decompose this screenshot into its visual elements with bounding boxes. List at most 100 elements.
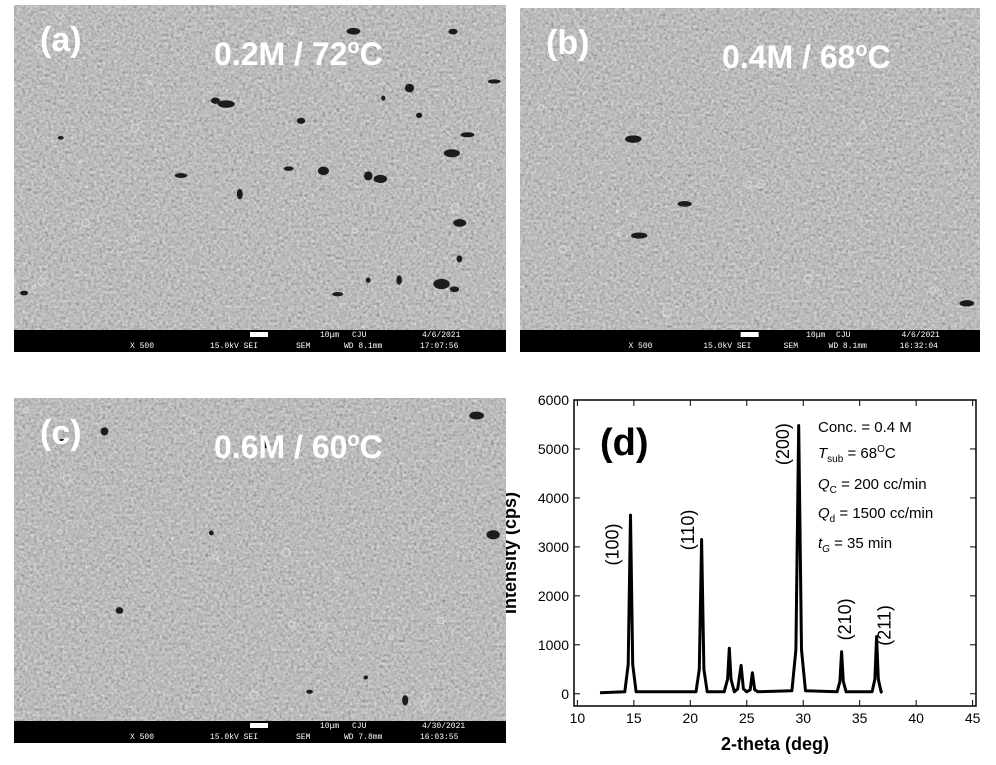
subscript: sub	[827, 454, 844, 465]
scale-bar	[250, 723, 268, 728]
pore	[486, 530, 500, 540]
particle	[846, 142, 852, 147]
info-text: 16:03:55	[420, 733, 459, 742]
pore	[365, 277, 371, 283]
text: = 35 min	[830, 535, 892, 552]
particle	[420, 701, 426, 708]
particle	[804, 274, 813, 284]
pore	[317, 166, 329, 176]
particle	[859, 122, 867, 131]
pore	[236, 188, 243, 200]
conditions: Conc. = 0.4 M Tsub = 68OC QC = 200 cc/mi…	[818, 419, 933, 555]
pore	[625, 135, 642, 143]
symbol: Q	[818, 476, 830, 493]
date: 4/6/2021	[901, 331, 940, 340]
condition-text: 0.6M / 60	[214, 429, 347, 465]
pore	[456, 255, 463, 263]
particle	[282, 547, 291, 557]
peak-label: (200)	[773, 423, 793, 465]
particle	[423, 692, 432, 701]
pore	[453, 219, 467, 227]
x-tick-label: 30	[795, 710, 811, 726]
condition-tsub: Tsub = 68OC	[818, 444, 896, 465]
condition-sup: o	[855, 39, 867, 61]
particle	[745, 180, 753, 189]
particle	[630, 212, 637, 218]
y-tick-label: 2000	[538, 588, 569, 604]
particle	[944, 160, 949, 165]
info-bar	[14, 330, 506, 352]
pore	[448, 28, 458, 35]
pore	[959, 300, 975, 307]
text: = 200 cc/min	[837, 476, 927, 493]
info-text: 17:07:56	[420, 342, 459, 351]
info-text: 16:32:04	[900, 342, 939, 351]
condition-text: 0.2M / 72	[214, 36, 347, 72]
scale-bar	[740, 332, 759, 337]
pore	[296, 117, 306, 124]
pore	[460, 132, 475, 138]
symbol: T	[818, 445, 829, 462]
x-tick-label: 35	[852, 710, 868, 726]
condition-conc: Conc. = 0.4 M	[818, 419, 912, 436]
pore	[363, 675, 369, 680]
condition-qd: Qd = 1500 cc/min	[818, 505, 933, 525]
pore	[174, 173, 188, 178]
peak-label: (110)	[678, 510, 698, 551]
panel-label: (a)	[40, 21, 82, 59]
text: = 68	[843, 445, 877, 462]
info-text: X 500	[628, 342, 652, 351]
subscript: C	[830, 485, 837, 496]
particle	[37, 277, 46, 286]
date: 4/6/2021	[422, 331, 461, 340]
particle	[286, 27, 295, 35]
info-text: 15.0kV SEI	[210, 342, 258, 351]
y-tick-label: 1000	[538, 637, 569, 653]
info-text: 15.0kV SEI	[210, 733, 258, 742]
pore	[373, 174, 388, 183]
sem-image	[520, 8, 980, 330]
x-tick-label: 45	[965, 710, 981, 726]
pore	[283, 166, 294, 171]
text: = 1500 cc/min	[835, 505, 933, 522]
pore	[217, 100, 235, 108]
particle	[723, 64, 731, 72]
xrd-chart: (d) 2-theta (deg) Intensity (cps) Conc. …	[500, 392, 981, 754]
pore	[260, 440, 268, 449]
particle	[388, 634, 394, 640]
y-tick-label: 0	[561, 686, 569, 702]
particle	[288, 621, 296, 629]
info-text: SEM	[296, 342, 311, 351]
particle	[78, 161, 82, 165]
particle	[477, 182, 485, 190]
x-tick-label: 20	[683, 710, 699, 726]
symbol: Q	[818, 505, 830, 522]
pore	[416, 112, 423, 119]
pore	[332, 291, 344, 297]
particle	[929, 286, 937, 294]
pore	[449, 286, 460, 293]
particle	[615, 209, 620, 213]
date: 4/30/2021	[422, 722, 465, 731]
panel-label: (b)	[546, 24, 589, 62]
pore	[210, 97, 221, 104]
particle	[450, 203, 460, 212]
particle	[190, 429, 196, 435]
sem-panel: (c) 0.6M / 60oC 10μm CJU 4/30/2021 X 500 15.0k…	[14, 398, 506, 743]
particle	[662, 308, 672, 318]
condition: 0.2M / 72oC	[214, 36, 383, 72]
particle	[147, 80, 152, 85]
pore	[433, 278, 450, 290]
info-text: WD 8.1mm	[344, 342, 383, 351]
pore	[402, 695, 409, 706]
info-text: WD 8.1mm	[829, 342, 868, 351]
particle	[344, 82, 353, 92]
sem-image	[14, 398, 506, 721]
particle	[35, 44, 44, 53]
x-axis-label: 2-theta (deg)	[721, 734, 829, 754]
particle	[130, 123, 140, 133]
y-tick-label: 6000	[538, 392, 569, 408]
particle	[57, 529, 62, 535]
pore	[363, 171, 373, 181]
